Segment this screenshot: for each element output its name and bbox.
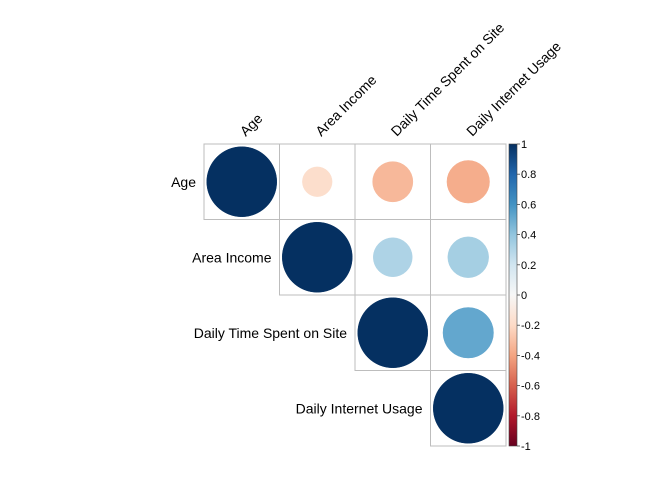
- colorbar-gradient: [508, 143, 518, 447]
- colorbar-tick-label: -0.4: [521, 350, 540, 362]
- matrix-cells: [203, 143, 507, 447]
- colorbar-ticks: 1 0.8 0.6 0.4 0.2 0 -0.2 -0.4 -0.6 -0.8 -1: [517, 139, 540, 453]
- circle-age-daily-internet-usage: [446, 160, 490, 204]
- circle-area-income-daily-time-spent-on-site: [373, 237, 413, 277]
- circle-daily-internet-usage-daily-internet-usage: [433, 373, 504, 444]
- colorbar-tick-label: 0.8: [521, 169, 536, 181]
- circle-age-age: [206, 146, 277, 217]
- column-labels: Age Area Income Daily Time Spent on SiteDa…: [237, 19, 565, 139]
- row-label-daily-internet-usage: Daily Internet Usage: [296, 400, 423, 416]
- circle-area-income-daily-internet-usage: [447, 236, 489, 278]
- colorbar-tick-label: -0.6: [521, 381, 540, 393]
- colorbar-tick-label: -0.8: [521, 411, 540, 423]
- circle-age-area-income: [302, 166, 333, 197]
- colorbar-tick-label: 0.4: [521, 230, 536, 242]
- column-label-area-income: Area Income: [312, 72, 380, 140]
- circle-daily-time-spent-on-site-daily-internet-usage: [442, 307, 494, 359]
- circle-area-income-area-income: [282, 222, 353, 293]
- colorbar-tick-label: 0.2: [521, 260, 536, 272]
- column-label-age: Age: [237, 110, 266, 139]
- circle-age-daily-time-spent-on-site: [372, 161, 414, 203]
- correlation-circles: [206, 146, 504, 444]
- row-label-daily-time-spent-on-site: Daily Time Spent on Site: [194, 325, 348, 341]
- row-label-age: Age: [171, 174, 196, 190]
- colorbar-tick-label: 0.6: [521, 199, 536, 211]
- color-legend: 1 0.8 0.6 0.4 0.2 0 -0.2 -0.4 -0.6 -0.8 -1: [508, 139, 540, 453]
- colorbar-tick-label: -1: [521, 441, 531, 453]
- row-label-area-income: Area Income: [192, 249, 272, 265]
- colorbar-tick-label: -0.2: [521, 320, 540, 332]
- colorbar-tick-label: 1: [521, 139, 527, 151]
- row-labels: Age Area Income Daily Time Spent on Site Da…: [171, 174, 423, 417]
- circle-daily-time-spent-on-site-daily-time-spent-on-site: [357, 297, 428, 368]
- colorbar-tick-label: 0: [521, 290, 527, 302]
